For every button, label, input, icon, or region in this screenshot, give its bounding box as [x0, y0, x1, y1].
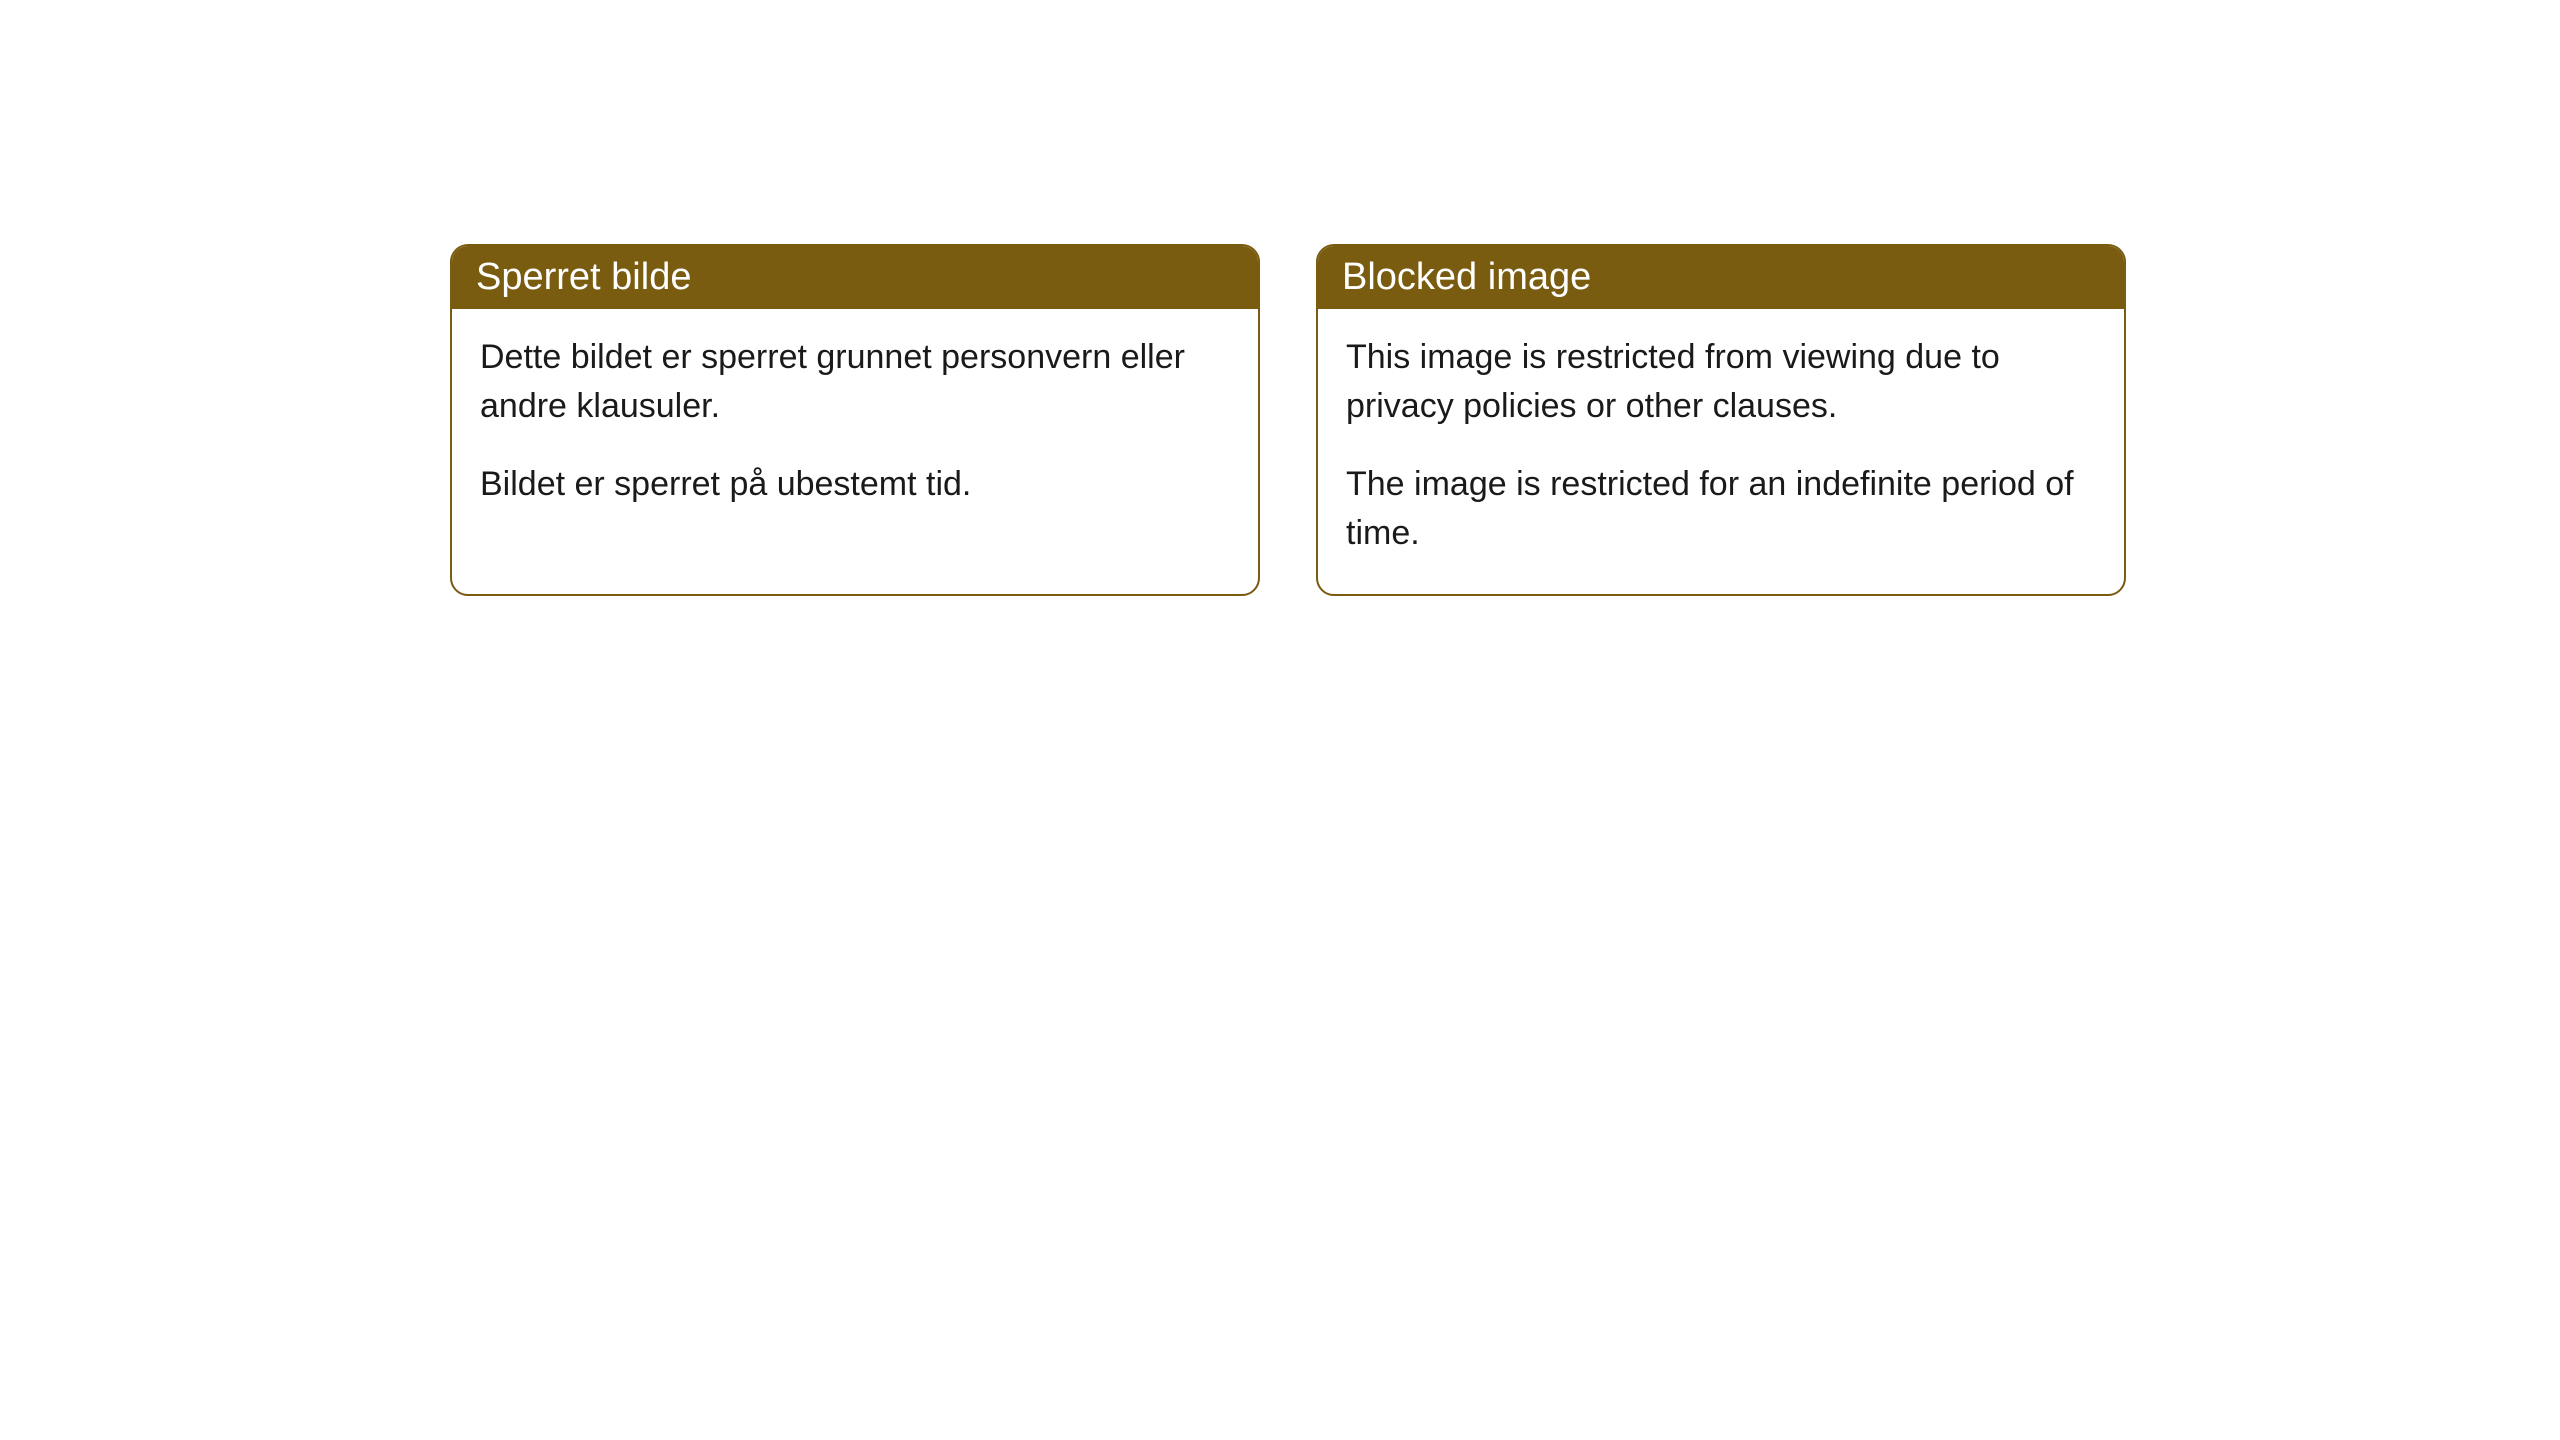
card-title-english: Blocked image: [1342, 256, 1591, 298]
card-body-norwegian: Dette bildet er sperret grunnet personve…: [452, 309, 1258, 545]
card-title-norwegian: Sperret bilde: [476, 256, 691, 298]
card-header-norwegian: Sperret bilde: [452, 246, 1258, 309]
card-paragraph-english-2: The image is restricted for an indefinit…: [1346, 460, 2096, 559]
card-paragraph-english-1: This image is restricted from viewing du…: [1346, 333, 2096, 432]
card-paragraph-norwegian-1: Dette bildet er sperret grunnet personve…: [480, 333, 1230, 432]
card-paragraph-norwegian-2: Bildet er sperret på ubestemt tid.: [480, 460, 1230, 509]
card-body-english: This image is restricted from viewing du…: [1318, 309, 2124, 594]
card-header-english: Blocked image: [1318, 246, 2124, 309]
blocked-image-notice-container: Sperret bilde Dette bildet er sperret gr…: [450, 244, 2126, 596]
blocked-image-card-norwegian: Sperret bilde Dette bildet er sperret gr…: [450, 244, 1260, 596]
blocked-image-card-english: Blocked image This image is restricted f…: [1316, 244, 2126, 596]
